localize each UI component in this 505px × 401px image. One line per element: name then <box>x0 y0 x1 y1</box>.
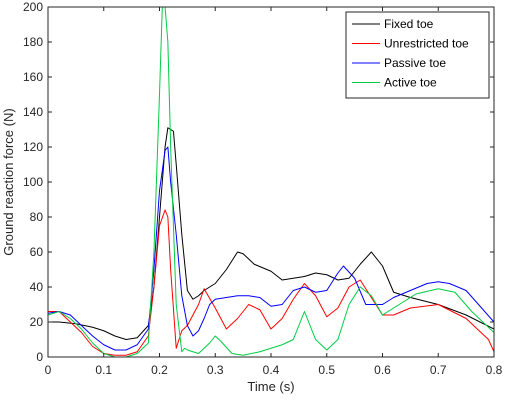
x-tick-label: 0.6 <box>374 363 391 377</box>
series-line-1 <box>48 127 494 340</box>
x-tick-label: 0.5 <box>318 363 335 377</box>
x-tick-label: 0 <box>45 363 52 377</box>
y-tick-label: 180 <box>23 35 43 49</box>
series-layer <box>48 7 494 357</box>
tick-layer: 0 0.1 0.2 0.3 0.4 0.5 0.6 0.7 0.8 0 20 40 60 80 100 120… <box>23 0 503 377</box>
y-tick-label: 120 <box>23 140 43 154</box>
legend-label: Passive toe <box>384 56 446 70</box>
legend-label: Unrestricted toe <box>384 37 469 51</box>
y-axis-title: Ground reaction force (N) <box>1 108 16 255</box>
x-tick-label: 0.8 <box>486 363 503 377</box>
legend-box <box>345 11 490 99</box>
y-tick-label: 100 <box>23 175 43 189</box>
y-tick-label: 60 <box>30 245 44 259</box>
y-tick-label: 140 <box>23 105 43 119</box>
y-tick-label: 80 <box>30 210 44 224</box>
legend-label: Fixed toe <box>384 17 434 31</box>
x-tick-label: 0.7 <box>430 363 447 377</box>
y-tick-label: 160 <box>23 70 43 84</box>
x-axis-title: Time (s) <box>247 379 294 394</box>
y-tick-label: 20 <box>30 315 44 329</box>
x-tick-label: 0.4 <box>263 363 280 377</box>
y-tick-label: 40 <box>30 280 44 294</box>
legend: Fixed toe Unrestricted toe Passive toe Acti… <box>345 11 490 99</box>
x-tick-label: 0.2 <box>151 363 168 377</box>
legend-label: Active toe <box>384 76 437 90</box>
series-line-4 <box>48 7 494 357</box>
series-line-2 <box>48 209 494 356</box>
x-tick-label: 0.3 <box>207 363 224 377</box>
y-tick-label: 0 <box>36 350 43 364</box>
x-tick-label: 0.1 <box>95 363 112 377</box>
y-tick-label: 200 <box>23 0 43 14</box>
